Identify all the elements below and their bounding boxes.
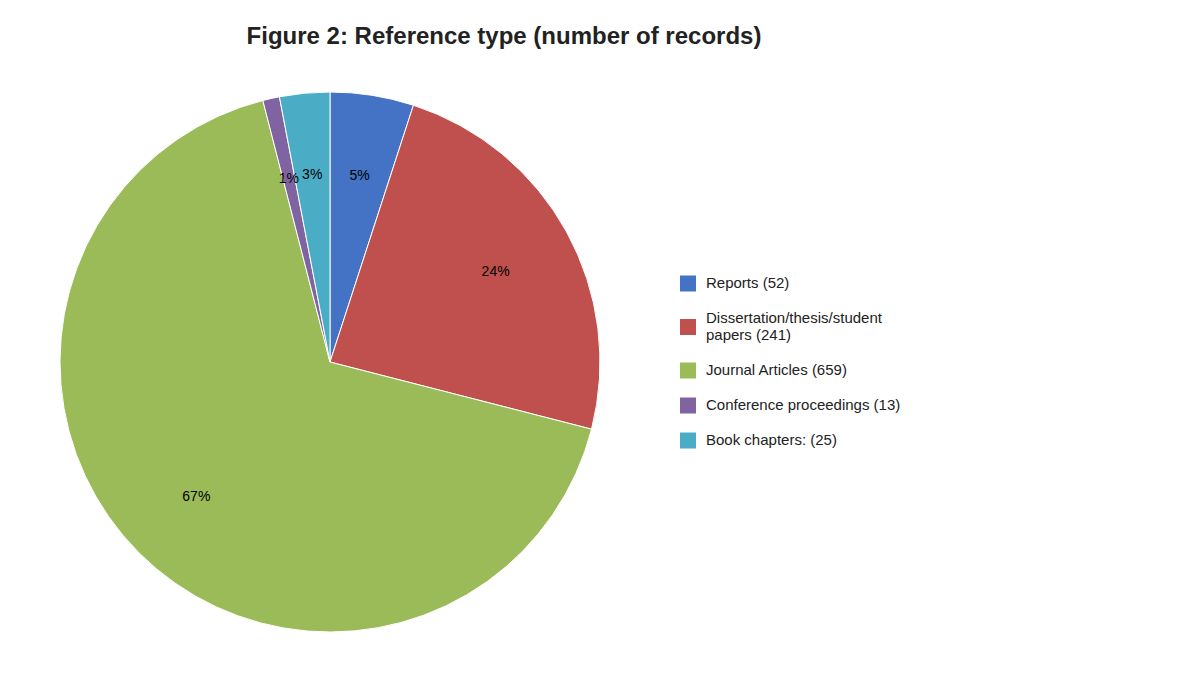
legend-entry: Dissertation/thesis/studentpapers (241)	[706, 309, 883, 343]
legend-entry: Conference proceedings (13)	[706, 396, 900, 413]
data-label: 3%	[302, 166, 322, 182]
data-label: 67%	[182, 488, 210, 504]
legend-entry: Reports (52)	[706, 274, 789, 291]
chart: Figure 2: Reference type (number of reco…	[0, 0, 1200, 675]
legend-swatch	[680, 363, 696, 379]
legend-entry: Book chapters: (25)	[706, 431, 837, 448]
legend-swatch	[680, 433, 696, 449]
title: Figure 2: Reference type (number of reco…	[247, 22, 762, 49]
pie-slice	[279, 92, 330, 362]
background	[0, 0, 1200, 675]
data-label: 5%	[349, 167, 369, 183]
data-label: 1%	[279, 170, 299, 186]
legend-swatch	[680, 398, 696, 414]
data-label: 24%	[482, 263, 510, 279]
chart-container: Figure 2: Reference type (number of reco…	[0, 0, 1200, 675]
legend-swatch	[680, 319, 696, 335]
legend: Reports (52) Dissertation/thesis/studentp…	[680, 274, 900, 449]
legend-swatch	[680, 276, 696, 292]
data-labels: 5% 24% 67% 1%3%	[182, 166, 509, 504]
pie	[60, 92, 600, 632]
legend-entry: Journal Articles (659)	[706, 361, 847, 378]
